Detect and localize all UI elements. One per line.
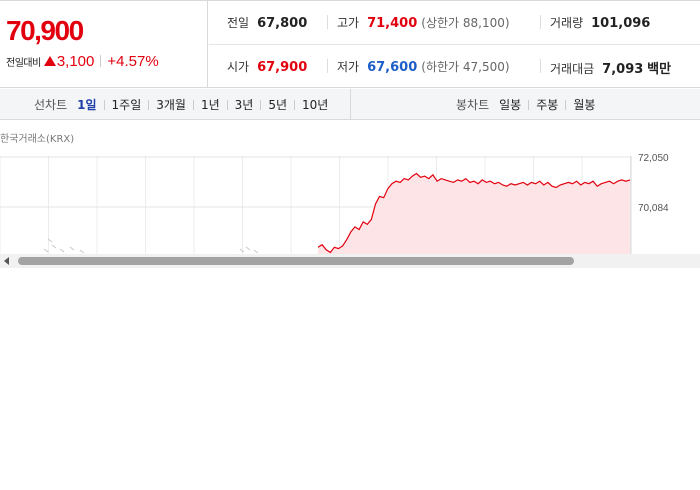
ghost-mark <box>245 246 251 251</box>
price-change: 전일대비 3,100 +4.57% <box>6 53 159 70</box>
tab-divider <box>226 100 228 110</box>
period-tab-10y[interactable]: 10년 <box>302 98 329 112</box>
change-amount: 3,100 <box>56 53 95 70</box>
change-label: 전일대비 <box>6 58 41 69</box>
ghost-mark <box>253 249 259 254</box>
candle-tab-weekly[interactable]: 주봉 <box>536 98 559 112</box>
tab-divider <box>192 100 194 110</box>
scroll-thumb[interactable] <box>18 257 574 265</box>
stat-open: 시가 67,900 <box>227 58 307 75</box>
stat-divider <box>327 15 328 29</box>
stat-label: 거래대금 <box>550 62 595 76</box>
y-tick-label: 72,050 <box>638 153 669 164</box>
current-price: 70,900 <box>6 15 84 46</box>
candle-chart-group: 봉차트 일봉 주봉 월봉 <box>351 89 700 119</box>
ghost-mark <box>69 246 75 251</box>
stat-value: 67,600 <box>367 60 418 75</box>
candle-tab-daily[interactable]: 일봉 <box>499 98 522 112</box>
ghost-mark <box>47 238 53 243</box>
stat-divider <box>540 59 541 73</box>
period-tab-3m[interactable]: 3개월 <box>156 98 186 112</box>
tab-divider <box>294 100 296 110</box>
ghost-mark <box>51 244 57 249</box>
stat-sub: (하한가 47,500) <box>421 60 510 74</box>
stat-divider <box>540 15 541 29</box>
scroll-left-arrow-icon[interactable] <box>4 257 9 265</box>
period-tab-1w[interactable]: 1주일 <box>111 98 142 112</box>
y-tick-label: 70,084 <box>638 203 669 214</box>
price-chart: 한국거래소(KRX) 72,050 70,084 68,118 <box>0 121 700 254</box>
stat-unit: 백만 <box>647 62 672 77</box>
stat-label: 저가 <box>337 60 360 74</box>
tab-divider <box>260 100 262 110</box>
series-area-fill <box>318 173 630 254</box>
stat-value: 7,093 <box>602 62 644 77</box>
tab-divider <box>148 100 150 110</box>
stat-divider <box>327 59 328 73</box>
stat-high: 고가 71,400 (상한가 88,100) <box>337 14 510 31</box>
line-period-tabs: 선차트 1일 1주일 3개월 1년 3년 5년 10년 <box>34 96 328 113</box>
stats-row: 전일 67,800 고가 71,400 (상한가 88,100) 거래량 101,096 <box>209 1 700 45</box>
chart-toolbar: 선차트 1일 1주일 3개월 1년 3년 5년 10년 봉차트 일봉 주봉 월봉 <box>0 89 700 120</box>
stats-row: 시가 67,900 저가 67,600 (하한가 47,500) 거래대금 7,093 … <box>209 45 700 88</box>
stat-label: 거래량 <box>550 16 584 30</box>
period-tab-5y[interactable]: 5년 <box>268 98 288 112</box>
series-line <box>317 172 631 254</box>
tab-divider <box>528 100 530 110</box>
y-tick-label: 68,118 <box>638 253 668 254</box>
stat-label: 전일 <box>227 16 250 30</box>
stat-sub: (상한가 88,100) <box>421 16 510 30</box>
change-divider <box>100 55 102 67</box>
line-chart-label: 선차트 <box>34 98 68 112</box>
price-summary: 70,900 전일대비 3,100 +4.57% <box>0 1 208 88</box>
ghost-mark <box>239 248 245 253</box>
quote-header: 70,900 전일대비 3,100 +4.57% 전일 67,800 고가 71,400… <box>0 0 700 88</box>
ghost-mark <box>79 249 85 254</box>
stat-turnover: 거래대금 7,093 백만 <box>550 58 671 77</box>
stat-value: 71,400 <box>367 16 418 31</box>
period-tab-1d[interactable]: 1일 <box>77 98 97 112</box>
stat-volume: 거래량 101,096 <box>550 14 650 31</box>
tab-divider <box>103 100 105 110</box>
candle-tab-monthly[interactable]: 월봉 <box>573 98 596 112</box>
chart-scrollbar[interactable] <box>0 254 700 268</box>
stat-value: 67,800 <box>257 16 308 31</box>
period-tab-3y[interactable]: 3년 <box>234 98 254 112</box>
chart-title: 한국거래소(KRX) <box>0 134 75 145</box>
chart-svg: 72,050 70,084 68,118 <box>0 153 669 254</box>
stat-value: 101,096 <box>591 16 651 31</box>
ghost-mark <box>43 248 49 253</box>
stat-value: 67,900 <box>257 60 308 75</box>
stat-label: 시가 <box>227 60 250 74</box>
period-tab-1y[interactable]: 1년 <box>200 98 220 112</box>
line-chart-group: 선차트 1일 1주일 3개월 1년 3년 5년 10년 <box>0 89 351 119</box>
up-triangle-icon <box>43 56 56 66</box>
candle-chart-label: 봉차트 <box>456 98 490 112</box>
stat-label: 고가 <box>337 16 360 30</box>
stat-low: 저가 67,600 (하한가 47,500) <box>337 58 510 75</box>
change-percent: +4.57% <box>107 53 159 70</box>
candle-period-tabs: 봉차트 일봉 주봉 월봉 <box>456 96 595 113</box>
stats-table: 전일 67,800 고가 71,400 (상한가 88,100) 거래량 101,096… <box>209 1 700 88</box>
tab-divider <box>565 100 567 110</box>
stat-prev-close: 전일 67,800 <box>227 14 307 31</box>
ghost-mark <box>59 248 65 253</box>
